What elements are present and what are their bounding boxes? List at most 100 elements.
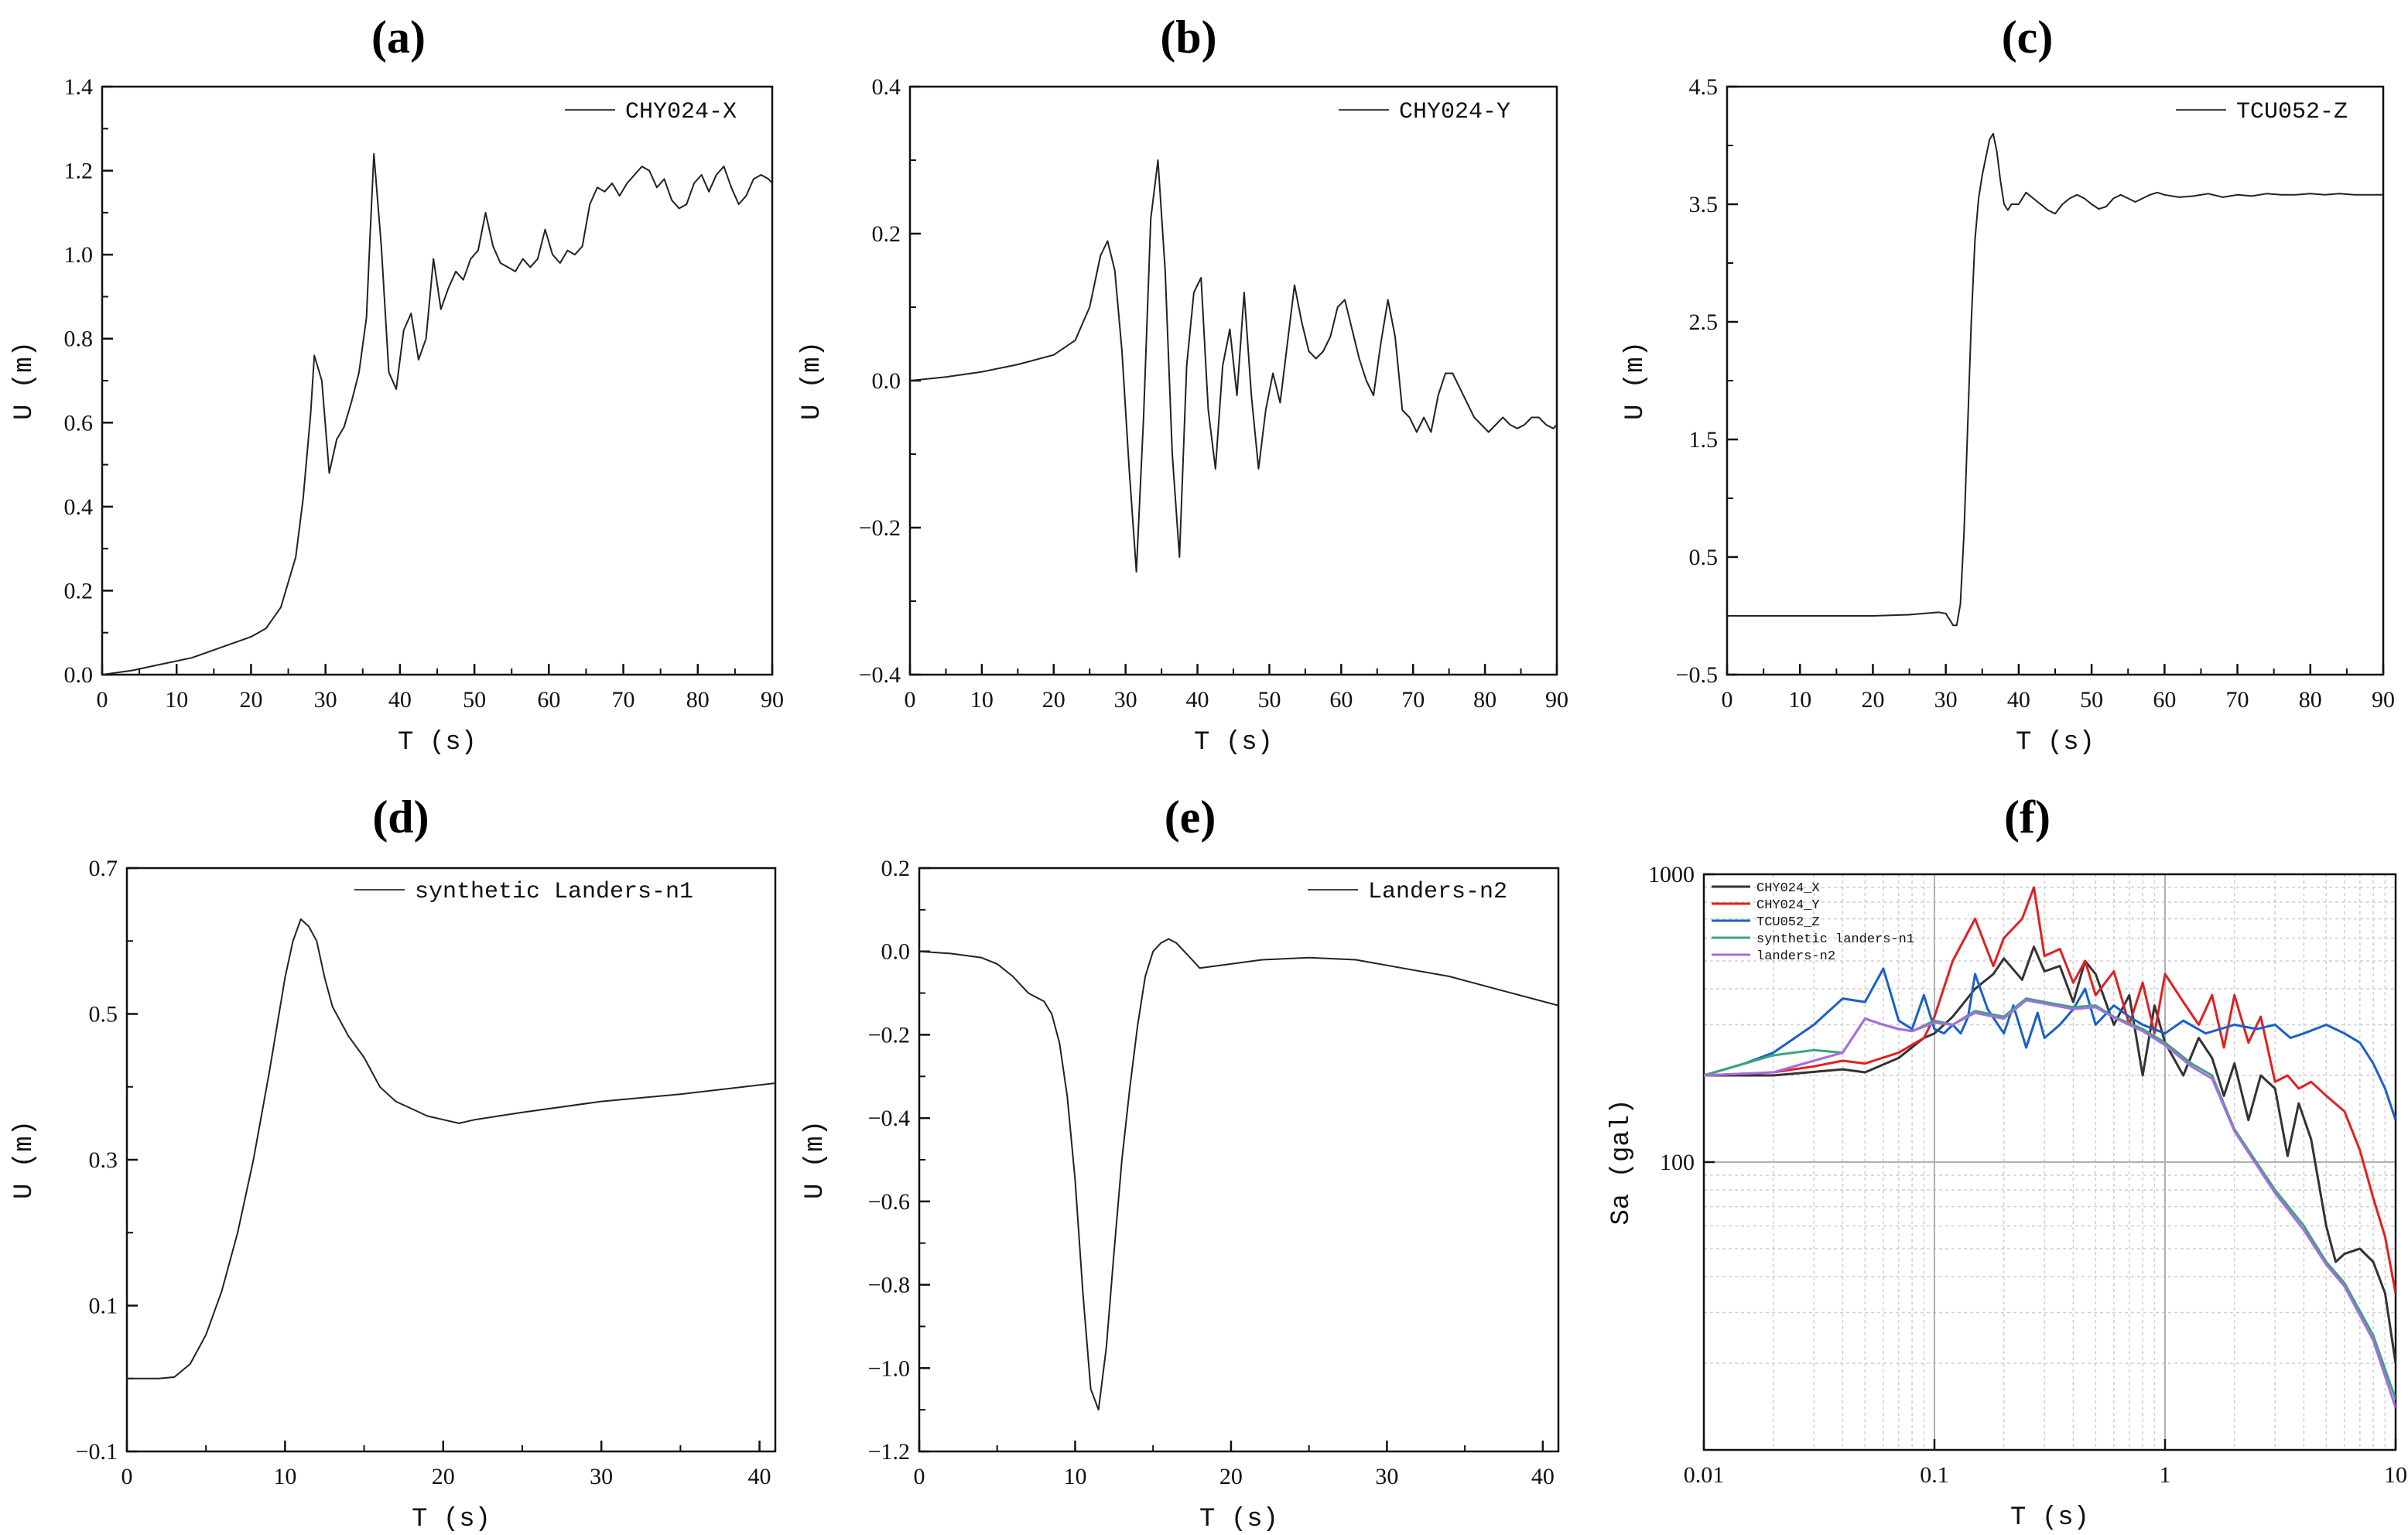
- x-tick-label: 0: [97, 687, 108, 713]
- y-tick-label: −0.4: [859, 662, 901, 688]
- x-tick-label: 10: [1063, 1464, 1086, 1489]
- legend-entry: synthetic Landers-n1: [415, 879, 693, 905]
- chart-panel-e: (e) 0 10 20 30 40 −1.2 −1.0 −0.8 −0.6 −0.4 −0.2 0.0 0…: [801, 791, 1560, 1534]
- x-tick-label: 20: [1219, 1464, 1243, 1489]
- x-tick-label: 40: [388, 687, 412, 713]
- chart-panel-a: (a) 0 10 20 30 40 50 60 70 80 90 0.0 0.2 0.4 0.6 0.8 1.0…: [10, 12, 784, 757]
- legend-entry: CHY024-Y: [1399, 99, 1510, 125]
- x-tick-label: 70: [2226, 687, 2249, 713]
- y-tick-label: −1.0: [868, 1356, 910, 1381]
- y-tick-label: −1.2: [868, 1439, 910, 1465]
- plot-frame: [1726, 85, 2385, 676]
- x-axis-title: T (s): [412, 1505, 491, 1534]
- x-tick-label: 20: [1042, 687, 1065, 713]
- x-tick-label: 30: [1934, 687, 1958, 713]
- y-tick-label: 0.0: [64, 662, 94, 688]
- x-tick-label: 40: [2007, 687, 2030, 713]
- y-tick-label: 3.5: [1689, 192, 1719, 217]
- chart-panel-d: (d) 0 10 20 30 40 −0.1 0.1 0.3 0.5 0.7 T (s) U (m) sy…: [10, 791, 777, 1534]
- y-axis-title: Sa (gal): [1607, 1099, 1637, 1225]
- x-tick-label: 10: [970, 687, 994, 713]
- legend-entry: TCU052_Z: [1756, 915, 1820, 930]
- x-tick-label: 70: [1401, 687, 1425, 713]
- x-tick-label: 10: [1788, 687, 1811, 713]
- x-tick-label: 0: [914, 1464, 925, 1489]
- y-tick-label: 1.4: [64, 74, 94, 100]
- x-tick-label: 30: [590, 1464, 613, 1489]
- panel-label: (c): [2002, 12, 2054, 63]
- y-tick-label: 0.0: [881, 939, 911, 965]
- x-axis-title: T (s): [2010, 1503, 2089, 1533]
- y-tick-label: 0.4: [64, 494, 94, 520]
- y-tick-label: −0.2: [859, 515, 901, 541]
- x-tick-label: 60: [2153, 687, 2176, 713]
- x-tick-label: 30: [1114, 687, 1137, 713]
- x-tick-label: 50: [463, 687, 486, 713]
- x-tick-label: 0.1: [1920, 1462, 1949, 1488]
- x-tick-label: 90: [2372, 687, 2395, 713]
- plot-frame: [125, 867, 777, 1453]
- y-axis-title: U (m): [10, 1120, 39, 1199]
- x-tick-label: 30: [314, 687, 337, 713]
- y-tick-label: 0.5: [1689, 545, 1719, 570]
- legend-entry: landers-n2: [1756, 949, 1835, 964]
- y-axis-title: U (m): [801, 1120, 830, 1199]
- y-tick-label: 0.6: [64, 410, 94, 436]
- x-tick-label: 90: [761, 687, 784, 713]
- legend-entry: synthetic landers-n1: [1756, 932, 1914, 947]
- x-tick-label: 20: [239, 687, 262, 713]
- x-tick-label: 60: [1329, 687, 1353, 713]
- x-tick-label: 40: [1186, 687, 1209, 713]
- plot-frame: [918, 867, 1560, 1453]
- y-tick-label: 4.5: [1689, 74, 1719, 100]
- y-tick-label: 0.3: [89, 1147, 118, 1173]
- y-tick-label: 0.4: [872, 74, 901, 100]
- series-line-0: [910, 159, 1557, 573]
- x-tick-label: 50: [1257, 687, 1281, 713]
- series-line-3: [1704, 997, 2396, 1400]
- legend-entry: CHY024_Y: [1756, 898, 1820, 913]
- x-tick-label: 10: [273, 1464, 296, 1489]
- panel-label: (e): [1165, 791, 1216, 843]
- panel-label: (a): [371, 12, 426, 63]
- legend-entry: CHY024-X: [625, 99, 737, 125]
- y-axis-title: U (m): [798, 341, 827, 420]
- y-axis-title: U (m): [10, 341, 39, 420]
- x-tick-label: 50: [2080, 687, 2103, 713]
- x-axis-title: T (s): [1194, 728, 1273, 757]
- series-line-0: [919, 938, 1558, 1411]
- x-tick-label: 0: [905, 687, 916, 713]
- y-tick-label: 100: [1660, 1150, 1695, 1175]
- chart-panel-f: (f) 0.01 0.1 1 10 100 1000 T (s) Sa (gal) CHY024_…: [1607, 791, 2407, 1533]
- y-axis-title: U (m): [1621, 341, 1650, 420]
- legend-entry: Landers-n2: [1368, 879, 1507, 905]
- series-line-4: [1704, 999, 2396, 1409]
- y-tick-label: 1.2: [64, 159, 94, 184]
- legend-entry: CHY024_X: [1756, 881, 1820, 896]
- x-axis-title: T (s): [1199, 1505, 1278, 1534]
- plot-frame: [101, 85, 774, 676]
- y-tick-label: −0.6: [868, 1189, 910, 1215]
- x-tick-label: 0: [1722, 687, 1733, 713]
- chart-panel-c: (c) 0 10 20 30 40 50 60 70 80 90 −0.5 0.5 1.5 2.5 3.5 4.…: [1621, 12, 2395, 757]
- x-tick-label: 40: [748, 1464, 771, 1489]
- y-tick-label: −0.2: [868, 1022, 910, 1048]
- x-tick-label: 60: [537, 687, 560, 713]
- x-axis-title: T (s): [2016, 728, 2095, 757]
- y-tick-label: 0.2: [64, 578, 94, 603]
- x-tick-label: 10: [165, 687, 188, 713]
- y-tick-label: −0.4: [868, 1106, 910, 1131]
- x-tick-label: 70: [612, 687, 635, 713]
- x-tick-label: 80: [2299, 687, 2322, 713]
- y-tick-label: 0.2: [872, 221, 901, 247]
- y-tick-label: −0.5: [1676, 662, 1718, 688]
- chart-panel-b: (b) 0 10 20 30 40 50 60 70 80 90 −0.4 −0.2 0.0 0.2 0.4 T…: [798, 12, 1568, 757]
- y-tick-label: 1.5: [1689, 427, 1719, 453]
- x-tick-label: 30: [1375, 1464, 1398, 1489]
- x-tick-label: 1: [2160, 1462, 2171, 1488]
- y-tick-label: 0.1: [89, 1294, 118, 1319]
- x-tick-label: 0.01: [1684, 1462, 1725, 1488]
- panel-label: (b): [1160, 12, 1216, 63]
- series-line-0: [1704, 945, 2396, 1364]
